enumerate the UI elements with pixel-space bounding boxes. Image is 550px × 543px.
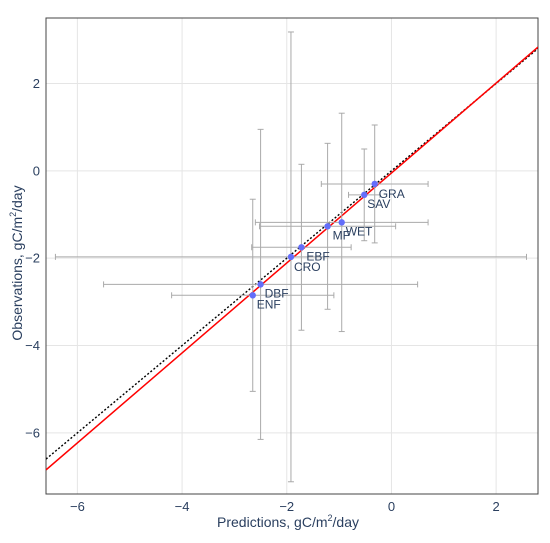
data-point-enf <box>249 292 256 299</box>
y-tick-label: 0 <box>33 163 40 178</box>
data-point-sav <box>361 191 368 199</box>
x-tick-label: −4 <box>175 499 190 514</box>
data-point-dbf <box>257 281 264 288</box>
plot-frame <box>45 17 539 495</box>
y-tick-label: −4 <box>25 338 40 353</box>
point-label-cro: CRO <box>294 260 321 274</box>
x-tick-label: 2 <box>493 499 500 514</box>
x-tick-label: −6 <box>70 499 85 514</box>
y-axis-title: Observations, gC/m2/day <box>8 185 25 340</box>
x-tick-label: −2 <box>279 499 294 514</box>
grid <box>46 18 538 494</box>
data-point-cro <box>287 253 295 261</box>
y-tick-label: −6 <box>25 425 40 440</box>
y-tick-label: −2 <box>25 251 40 266</box>
point-label-mf: MF <box>333 228 350 242</box>
data-point-wet <box>338 219 345 226</box>
x-tick-label: 0 <box>388 499 395 514</box>
data-point-ebf <box>298 244 305 251</box>
data-point-gra <box>371 180 378 188</box>
point-label-dbf: DBF <box>265 286 289 300</box>
x-axis-title: Predictions, gC/m2/day <box>217 513 359 530</box>
point-label-sav: SAV <box>367 197 390 211</box>
axes: −6 −4 −2 0 2 −6 −4 −2 0 2 <box>25 17 539 514</box>
data-point-mf <box>324 223 331 230</box>
point-label-enf: ENF <box>257 297 281 311</box>
point-label-gra: GRA <box>379 187 405 201</box>
data-points <box>249 180 378 299</box>
point-label-wet: WET <box>346 224 373 238</box>
point-label-ebf: EBF <box>306 249 329 263</box>
y-tick-label: 2 <box>33 76 40 91</box>
